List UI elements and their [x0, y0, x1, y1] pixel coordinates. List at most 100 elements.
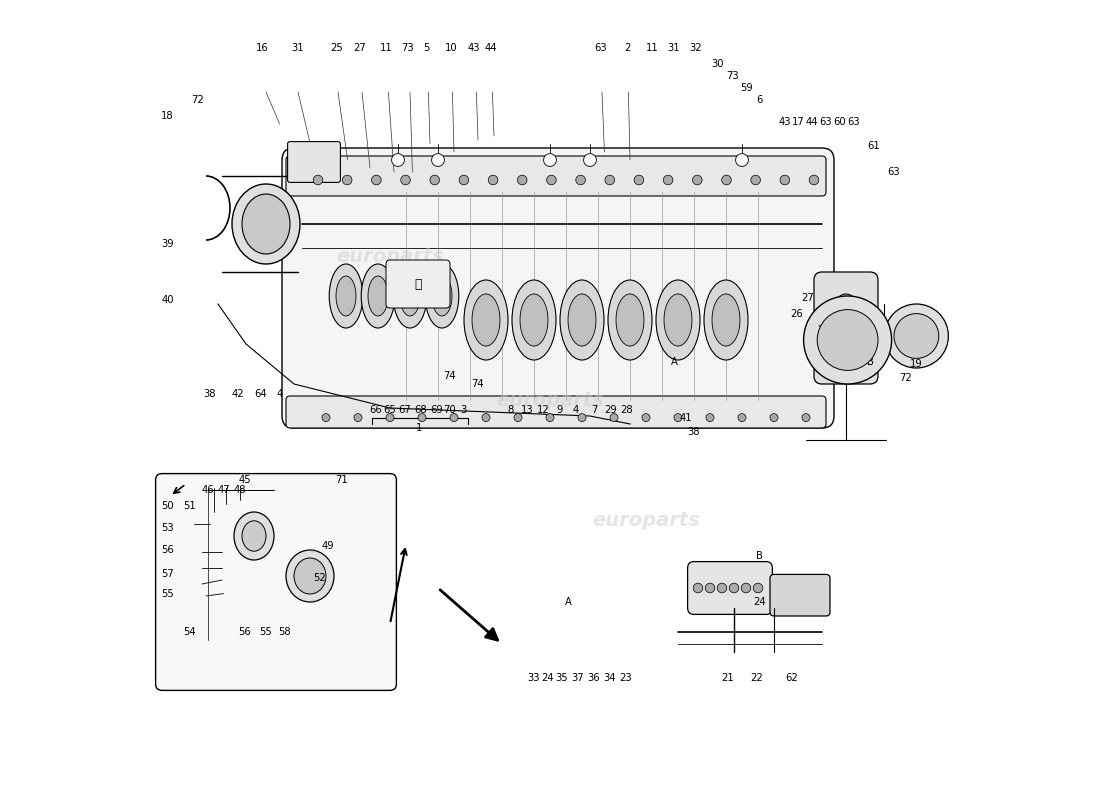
Text: 11: 11 — [646, 43, 659, 53]
Text: 63: 63 — [820, 117, 833, 126]
Text: 13: 13 — [521, 406, 534, 415]
Circle shape — [754, 583, 762, 593]
Ellipse shape — [664, 294, 692, 346]
Text: 47: 47 — [218, 485, 230, 494]
Text: 14: 14 — [398, 267, 410, 277]
Text: 61: 61 — [868, 141, 880, 150]
Circle shape — [578, 414, 586, 422]
Text: 7: 7 — [591, 406, 597, 415]
Circle shape — [770, 414, 778, 422]
Text: 42: 42 — [232, 389, 244, 398]
Text: 46: 46 — [201, 485, 213, 494]
Text: 66: 66 — [370, 406, 382, 415]
Text: 16: 16 — [255, 43, 268, 53]
Ellipse shape — [242, 521, 266, 551]
Text: 44: 44 — [805, 117, 817, 126]
Text: 50: 50 — [162, 501, 174, 510]
Circle shape — [780, 175, 790, 185]
Text: 67: 67 — [398, 406, 410, 415]
Text: 20: 20 — [817, 325, 829, 334]
Circle shape — [514, 414, 522, 422]
Text: 63: 63 — [888, 167, 900, 177]
Text: 30: 30 — [712, 59, 724, 69]
Text: 36: 36 — [587, 674, 601, 683]
Text: 34: 34 — [604, 674, 616, 683]
Text: 40: 40 — [162, 295, 174, 305]
Text: 56: 56 — [162, 546, 174, 555]
Text: 31: 31 — [668, 43, 680, 53]
FancyBboxPatch shape — [286, 396, 826, 428]
Text: 🐴: 🐴 — [415, 278, 421, 290]
Text: 4: 4 — [276, 389, 283, 398]
Text: 29: 29 — [604, 406, 617, 415]
Text: 31: 31 — [292, 43, 305, 53]
FancyBboxPatch shape — [287, 142, 340, 182]
Text: 6: 6 — [757, 95, 762, 105]
Circle shape — [342, 175, 352, 185]
Text: 55: 55 — [260, 627, 273, 637]
Text: 54: 54 — [184, 627, 196, 637]
Circle shape — [400, 175, 410, 185]
Text: 52: 52 — [314, 573, 326, 582]
Text: 3: 3 — [461, 406, 466, 415]
Text: 23: 23 — [619, 674, 632, 683]
Text: europarts: europarts — [337, 246, 444, 266]
Ellipse shape — [520, 294, 548, 346]
Ellipse shape — [568, 294, 596, 346]
Ellipse shape — [828, 294, 864, 362]
Text: B: B — [867, 357, 873, 366]
Circle shape — [663, 175, 673, 185]
Ellipse shape — [329, 264, 363, 328]
Text: 70: 70 — [443, 406, 456, 415]
Circle shape — [810, 175, 818, 185]
Text: B: B — [756, 551, 763, 561]
FancyBboxPatch shape — [386, 260, 450, 308]
Text: 64: 64 — [254, 389, 266, 398]
Ellipse shape — [512, 280, 556, 360]
Circle shape — [450, 414, 458, 422]
Text: 51: 51 — [184, 501, 197, 510]
Ellipse shape — [294, 558, 326, 594]
Text: 45: 45 — [238, 475, 251, 485]
Ellipse shape — [712, 294, 740, 346]
Circle shape — [674, 414, 682, 422]
Circle shape — [736, 154, 748, 166]
Text: 21: 21 — [722, 674, 734, 683]
Text: 12: 12 — [537, 406, 550, 415]
Text: 17: 17 — [792, 117, 804, 126]
Text: 63: 63 — [848, 117, 860, 126]
Text: 41: 41 — [680, 413, 692, 422]
Text: 56: 56 — [238, 627, 251, 637]
Ellipse shape — [472, 294, 500, 346]
Text: 53: 53 — [162, 523, 174, 533]
Text: A: A — [671, 358, 678, 367]
Text: 43: 43 — [778, 117, 791, 126]
Text: 74: 74 — [443, 371, 456, 381]
Circle shape — [894, 314, 938, 358]
Ellipse shape — [608, 280, 652, 360]
Circle shape — [605, 175, 615, 185]
Circle shape — [418, 414, 426, 422]
Ellipse shape — [432, 276, 452, 316]
Text: 37: 37 — [572, 674, 584, 683]
Circle shape — [642, 414, 650, 422]
Text: 22: 22 — [750, 674, 762, 683]
Text: 43: 43 — [468, 43, 481, 53]
Text: 8: 8 — [507, 406, 513, 415]
Text: 58: 58 — [278, 627, 290, 637]
Ellipse shape — [400, 276, 420, 316]
Circle shape — [751, 175, 760, 185]
Text: 72: 72 — [191, 95, 205, 105]
Circle shape — [610, 414, 618, 422]
Ellipse shape — [704, 280, 748, 360]
Ellipse shape — [616, 294, 644, 346]
Text: 38: 38 — [688, 427, 701, 437]
Text: 11: 11 — [379, 43, 393, 53]
Text: 9: 9 — [557, 406, 563, 415]
Circle shape — [584, 154, 596, 166]
Circle shape — [546, 414, 554, 422]
Circle shape — [314, 175, 322, 185]
Circle shape — [817, 310, 878, 370]
Text: 26: 26 — [790, 309, 803, 318]
Circle shape — [804, 296, 892, 384]
